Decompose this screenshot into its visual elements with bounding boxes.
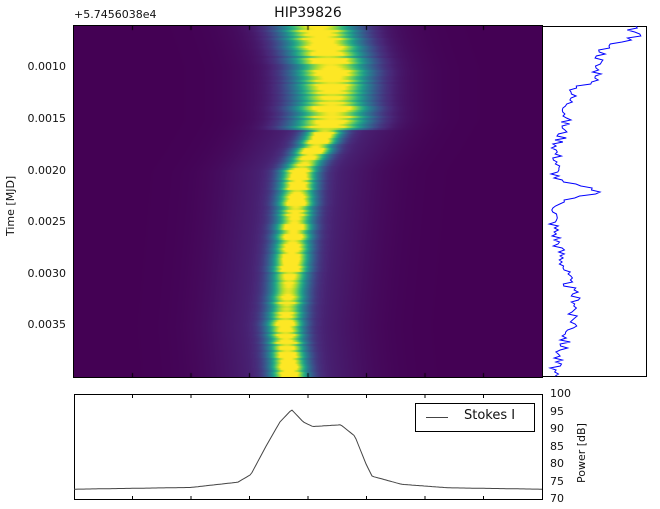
power-tick-label: 70 <box>550 492 564 505</box>
legend-line-icon <box>426 417 448 418</box>
stokes-i-line <box>74 409 542 490</box>
power-tick-label: 75 <box>550 474 564 488</box>
legend: Stokes I <box>415 403 535 432</box>
power-axis-label: Power [dB] <box>575 423 588 483</box>
power-tick-label: 95 <box>550 404 564 418</box>
chart-title: HIP39826 <box>274 5 342 21</box>
power-tick-label: 90 <box>550 422 564 435</box>
waterfall-heatmap <box>73 25 543 378</box>
power-tick-label: 85 <box>550 439 564 453</box>
power-tick-label: 80 <box>550 457 564 470</box>
spectrum-panel <box>74 394 543 500</box>
y-offset-label: +5.7456038e4 <box>74 8 157 21</box>
side-frame <box>542 26 647 377</box>
y-tick-label: 0.0035 <box>27 318 67 332</box>
y-tick-label: 0.0010 <box>27 60 67 74</box>
time-series-line <box>547 26 642 377</box>
y-tick-label: 0.0015 <box>27 111 67 125</box>
y-tick-label: 0.0020 <box>27 163 67 177</box>
time-series-panel <box>542 26 647 377</box>
y-tick-label: 0.0025 <box>27 215 67 229</box>
legend-label: Stokes I <box>464 408 516 423</box>
y-tick-label: 0.0030 <box>27 266 67 280</box>
power-tick-label: 100 <box>550 387 571 400</box>
